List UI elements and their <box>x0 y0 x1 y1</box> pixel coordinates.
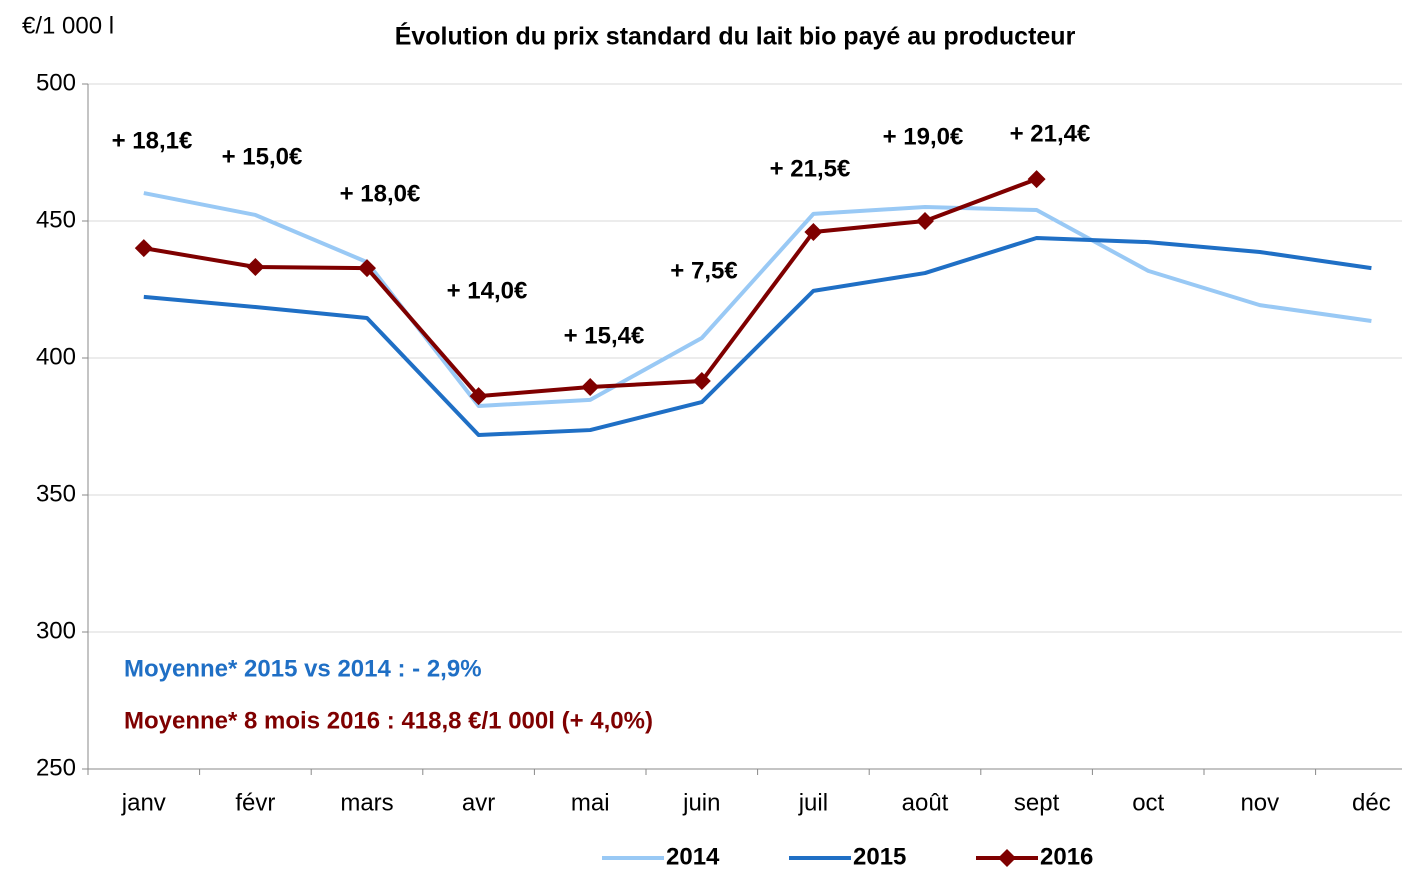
series-line <box>143 177 1038 399</box>
annotation: + 18,1€ <box>112 127 193 154</box>
x-tick-label: mars <box>340 789 393 816</box>
annotation: + 21,4€ <box>1010 120 1091 147</box>
note: Moyenne* 2015 vs 2014 : - 2,9% <box>124 655 482 682</box>
x-tick-label: déc <box>1352 789 1391 816</box>
legend-label: 2014 <box>666 843 720 870</box>
point-marker <box>804 222 823 241</box>
series-line <box>143 235 1372 437</box>
x-tick-label: févr <box>235 789 275 816</box>
annotation: + 18,0€ <box>340 180 421 207</box>
legend-label: 2016 <box>1040 843 1093 870</box>
point-marker <box>916 212 934 230</box>
y-tick-label: 350 <box>36 480 76 507</box>
annotation: + 19,0€ <box>883 123 964 150</box>
y-tick-label: 400 <box>36 343 76 370</box>
y-tick-label: 500 <box>36 69 76 96</box>
x-tick-label: sept <box>1014 789 1060 816</box>
y-tick-label: 250 <box>36 754 76 781</box>
annotation: + 7,5€ <box>670 257 737 284</box>
x-tick-label: juil <box>798 789 828 816</box>
annotation: + 21,5€ <box>770 155 851 182</box>
chart-title: Évolution du prix standard du lait bio p… <box>395 22 1076 51</box>
x-tick-label: mai <box>571 789 610 816</box>
y-axis-label: €/1 000 l <box>22 12 114 39</box>
point-marker <box>581 378 600 397</box>
note: Moyenne* 8 mois 2016 : 418,8 €/1 000l (+… <box>124 707 653 734</box>
point-marker <box>134 239 153 258</box>
y-tick-label: 450 <box>36 206 76 233</box>
annotation: + 15,4€ <box>564 322 645 349</box>
x-tick-label: oct <box>1132 789 1164 816</box>
point-marker <box>1027 170 1046 189</box>
annotation: + 14,0€ <box>447 277 528 304</box>
x-tick-label: avr <box>462 789 495 816</box>
x-tick-label: janv <box>121 789 166 816</box>
point-marker <box>692 372 711 391</box>
point-marker <box>469 387 488 406</box>
point-marker <box>246 258 265 277</box>
y-tick-label: 300 <box>36 617 76 644</box>
x-tick-label: nov <box>1240 789 1279 816</box>
point-marker <box>358 259 376 278</box>
annotation: + 15,0€ <box>222 143 303 170</box>
series-line <box>143 191 1372 408</box>
x-tick-label: juin <box>682 789 720 816</box>
legend-label: 2015 <box>853 843 906 870</box>
x-tick-label: août <box>902 789 949 816</box>
legend-marker <box>998 849 1016 867</box>
